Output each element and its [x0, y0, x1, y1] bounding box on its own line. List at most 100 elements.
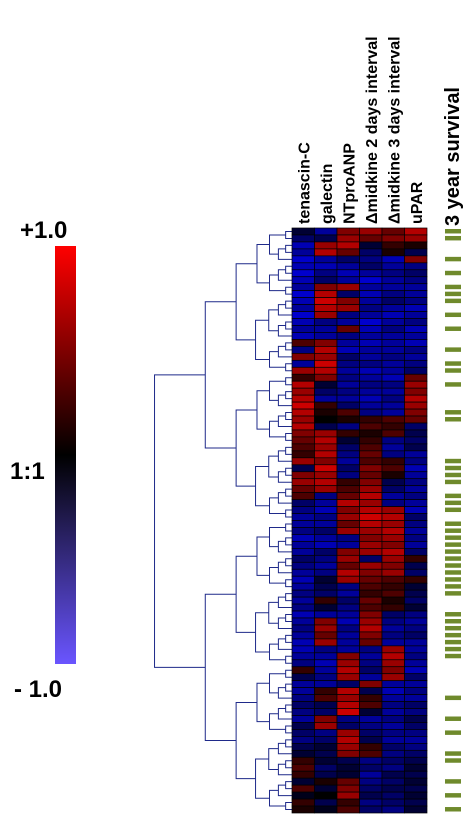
- survival-marker: [445, 570, 461, 575]
- heatmap-cell: [381, 408, 405, 417]
- heatmap-cell: [291, 492, 315, 500]
- heatmap-cell: [359, 763, 383, 772]
- heatmap-cell: [314, 715, 338, 723]
- heatmap-cell: [291, 311, 315, 319]
- survival-marker: [445, 653, 461, 659]
- heatmap-cell: [291, 262, 315, 271]
- heatmap-cell: [291, 784, 315, 793]
- dendrogram-branch: [285, 391, 292, 400]
- heatmap-cell: [314, 408, 338, 417]
- heatmap-cell: [404, 729, 428, 737]
- dendrogram-branch: [269, 351, 286, 368]
- heatmap-cell: [359, 596, 383, 605]
- heatmap-cell: [291, 353, 315, 361]
- heatmap-cell: [359, 339, 383, 347]
- heatmap-cell: [291, 276, 315, 285]
- heatmap-cell: [314, 568, 338, 577]
- heatmap-cell: [404, 422, 428, 431]
- survival-marker: [445, 646, 461, 652]
- color-scale-bar: [55, 246, 76, 664]
- heatmap-cell: [404, 262, 428, 271]
- heatmap-cell: [314, 791, 338, 800]
- heatmap-cell: [291, 380, 315, 389]
- heatmap-cell: [381, 659, 405, 668]
- heatmap-cell: [359, 436, 383, 445]
- heatmap-cell: [381, 373, 405, 382]
- heatmap-cell: [404, 743, 428, 751]
- heatmap-cell: [404, 380, 428, 389]
- heatmap-cell: [314, 624, 338, 633]
- heatmap-cell: [404, 548, 428, 556]
- heatmap-cell: [291, 652, 315, 661]
- heatmap-cell: [314, 366, 338, 375]
- heatmap-cell: [291, 478, 315, 487]
- heatmap-cell: [381, 805, 405, 814]
- heatmap-cell: [336, 290, 360, 298]
- heatmap-cell: [336, 652, 360, 661]
- heatmap-cell: [336, 798, 360, 807]
- heatmap-cell: [359, 478, 383, 487]
- heatmap-cell: [404, 777, 428, 786]
- survival-marker: [445, 472, 461, 478]
- heatmap-cell: [291, 346, 315, 354]
- survival-marker: [445, 556, 461, 561]
- heatmap-cell: [404, 582, 428, 591]
- heatmap-cell: [404, 645, 428, 654]
- dendrogram-branch: [285, 781, 292, 790]
- dendrogram-branch: [285, 760, 292, 769]
- survival-marker: [445, 751, 461, 756]
- heatmap-cell: [381, 457, 405, 466]
- heatmap-cell: [336, 701, 360, 709]
- heatmap-cell: [381, 241, 405, 250]
- dendrogram-branch: [256, 536, 270, 576]
- heatmap-cell: [291, 283, 315, 292]
- heatmap-cell: [359, 743, 383, 751]
- heatmap-cell: [314, 561, 338, 570]
- heatmap-cell: [336, 450, 360, 459]
- column-header: uPAR: [409, 181, 426, 224]
- survival-marker: [445, 410, 461, 415]
- heatmap-cell: [381, 680, 405, 688]
- dendrogram-branch: [235, 409, 257, 487]
- heatmap-cell: [291, 763, 315, 772]
- heatmap-cell: [314, 513, 338, 521]
- heatmap-cell: [314, 450, 338, 459]
- heatmap-cell: [404, 290, 428, 298]
- heatmap-cell: [381, 575, 405, 584]
- heatmap-cell: [314, 708, 338, 716]
- heatmap-cell: [404, 478, 428, 487]
- heatmap-cell: [404, 234, 428, 243]
- heatmap-cell: [336, 241, 360, 250]
- heatmap-cell: [336, 548, 360, 556]
- heatmap-cell: [359, 798, 383, 807]
- heatmap-cell: [291, 701, 315, 709]
- heatmap-cell: [404, 527, 428, 535]
- heatmap-cell: [291, 659, 315, 668]
- dendrogram-branch: [285, 286, 292, 295]
- survival-marker: [445, 347, 461, 352]
- scale-max-label: +1.0: [20, 217, 67, 244]
- dendrogram-branch: [268, 748, 279, 770]
- heatmap-cell: [404, 687, 428, 695]
- heatmap-cell: [359, 791, 383, 800]
- heatmap-cell: [404, 227, 428, 236]
- dendrogram-branch: [285, 725, 292, 734]
- dendrogram-branch: [204, 301, 237, 449]
- survival-marker: [445, 382, 461, 387]
- dendrogram-branch: [285, 739, 292, 748]
- heatmap-cell: [359, 694, 383, 702]
- heatmap-cell: [314, 548, 338, 556]
- survival-marker: [445, 542, 461, 547]
- heatmap-cell: [314, 805, 338, 814]
- heatmap-cell: [404, 666, 428, 675]
- heatmap-cell: [291, 687, 315, 695]
- heatmap-cell: [314, 736, 338, 744]
- heatmap-cell: [336, 680, 360, 688]
- heatmap-cell: [291, 304, 315, 312]
- heatmap-cell: [314, 346, 338, 354]
- heatmap-cell: [336, 749, 360, 758]
- heatmap-cell: [404, 297, 428, 305]
- heatmap-cell: [404, 749, 428, 758]
- heatmap-cell: [336, 520, 360, 528]
- heatmap-cell: [336, 763, 360, 772]
